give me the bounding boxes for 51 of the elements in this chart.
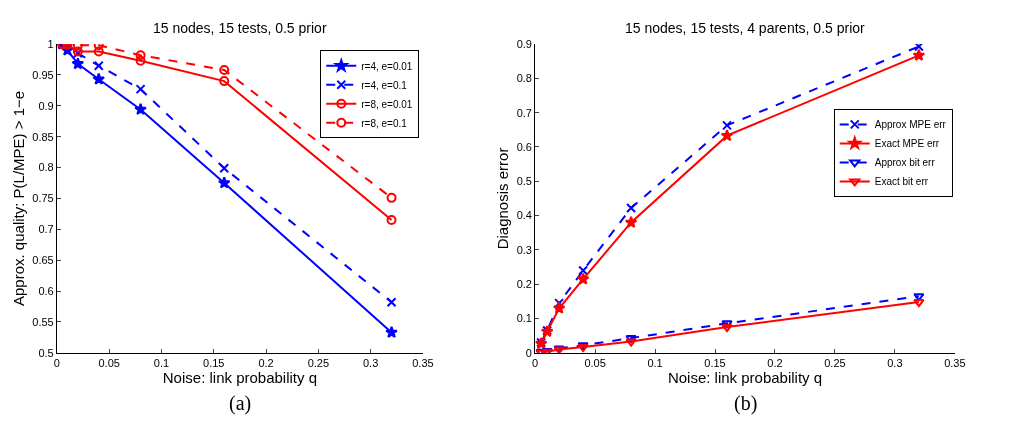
y-tick-label: 0.3 xyxy=(516,243,532,256)
legend-label: r=4, e=0.01 xyxy=(361,60,413,72)
y-tick-label: 1 xyxy=(47,37,54,50)
y-tick-label: 0.5 xyxy=(516,175,532,188)
y-tick-label: 0.95 xyxy=(32,68,54,81)
y-tick-label: 0 xyxy=(525,346,532,359)
x-tick-label: 0.2 xyxy=(767,357,783,370)
x-tick-label: 0.1 xyxy=(153,357,170,370)
y-tick-label: 0.6 xyxy=(516,140,532,153)
chart-title: 15 nodes, 15 tests, 0.5 prior xyxy=(153,20,327,36)
x-tick-label: 0.05 xyxy=(98,357,120,370)
y-axis-title: Approx. quality: P(L/MPE) > 1−e xyxy=(9,90,27,307)
legend-label: Exact bit err xyxy=(874,176,929,188)
x-axis-title: Noise: link probability q xyxy=(667,369,823,387)
y-tick-label: 0.7 xyxy=(516,106,532,119)
x-tick-label: 0.35 xyxy=(412,357,434,370)
x-tick-label: 0.25 xyxy=(824,357,846,370)
y-tick-label: 0.6 xyxy=(38,284,54,297)
legend-label: r=8, e=0.1 xyxy=(361,117,408,129)
y-tick-label: 0.4 xyxy=(516,209,532,222)
y-axis-title: Diagnosis error xyxy=(493,147,511,250)
x-tick-label: 0.1 xyxy=(647,357,663,370)
x-tick-label: 0.3 xyxy=(362,357,379,370)
y-tick-label: 0.2 xyxy=(516,278,532,291)
y-tick-label: 0.8 xyxy=(516,72,532,85)
text: (a) xyxy=(229,392,252,415)
legend-label: Approx MPE err xyxy=(874,119,947,131)
y-tick-label: 0.7 xyxy=(38,223,54,236)
y-tick-label: 0.5 xyxy=(38,346,54,359)
y-tick-label: 0.1 xyxy=(516,312,532,325)
y-tick-label: 0.65 xyxy=(32,254,54,267)
x-tick-label: 0.3 xyxy=(887,357,903,370)
legend-label: r=8, e=0.01 xyxy=(361,98,413,110)
x-axis-title: Noise: link probability q xyxy=(162,369,318,387)
text: (b) xyxy=(734,392,758,415)
x-tick-label: 0.25 xyxy=(307,357,330,370)
x-tick-label: 0.15 xyxy=(203,357,225,370)
y-tick-label: 0.9 xyxy=(38,99,54,112)
y-tick-label: 0.8 xyxy=(38,161,54,174)
x-tick-label: 0.35 xyxy=(944,357,966,370)
legend-label: Approx bit err xyxy=(874,157,936,169)
y-tick-label: 0.75 xyxy=(32,192,54,205)
y-tick-label: 0.55 xyxy=(32,315,54,328)
y-tick-label: 0.9 xyxy=(516,37,532,50)
chart-title: 15 nodes, 15 tests, 4 parents, 0.5 prior xyxy=(625,20,866,36)
legend-label: Exact MPE err xyxy=(874,138,940,150)
x-tick-label: 0.2 xyxy=(258,357,274,370)
x-tick-label: 0.05 xyxy=(584,357,606,370)
legend-label: r=4, e=0.1 xyxy=(361,79,408,91)
y-tick-label: 0.85 xyxy=(32,130,54,143)
x-tick-label: 0.15 xyxy=(704,357,726,370)
